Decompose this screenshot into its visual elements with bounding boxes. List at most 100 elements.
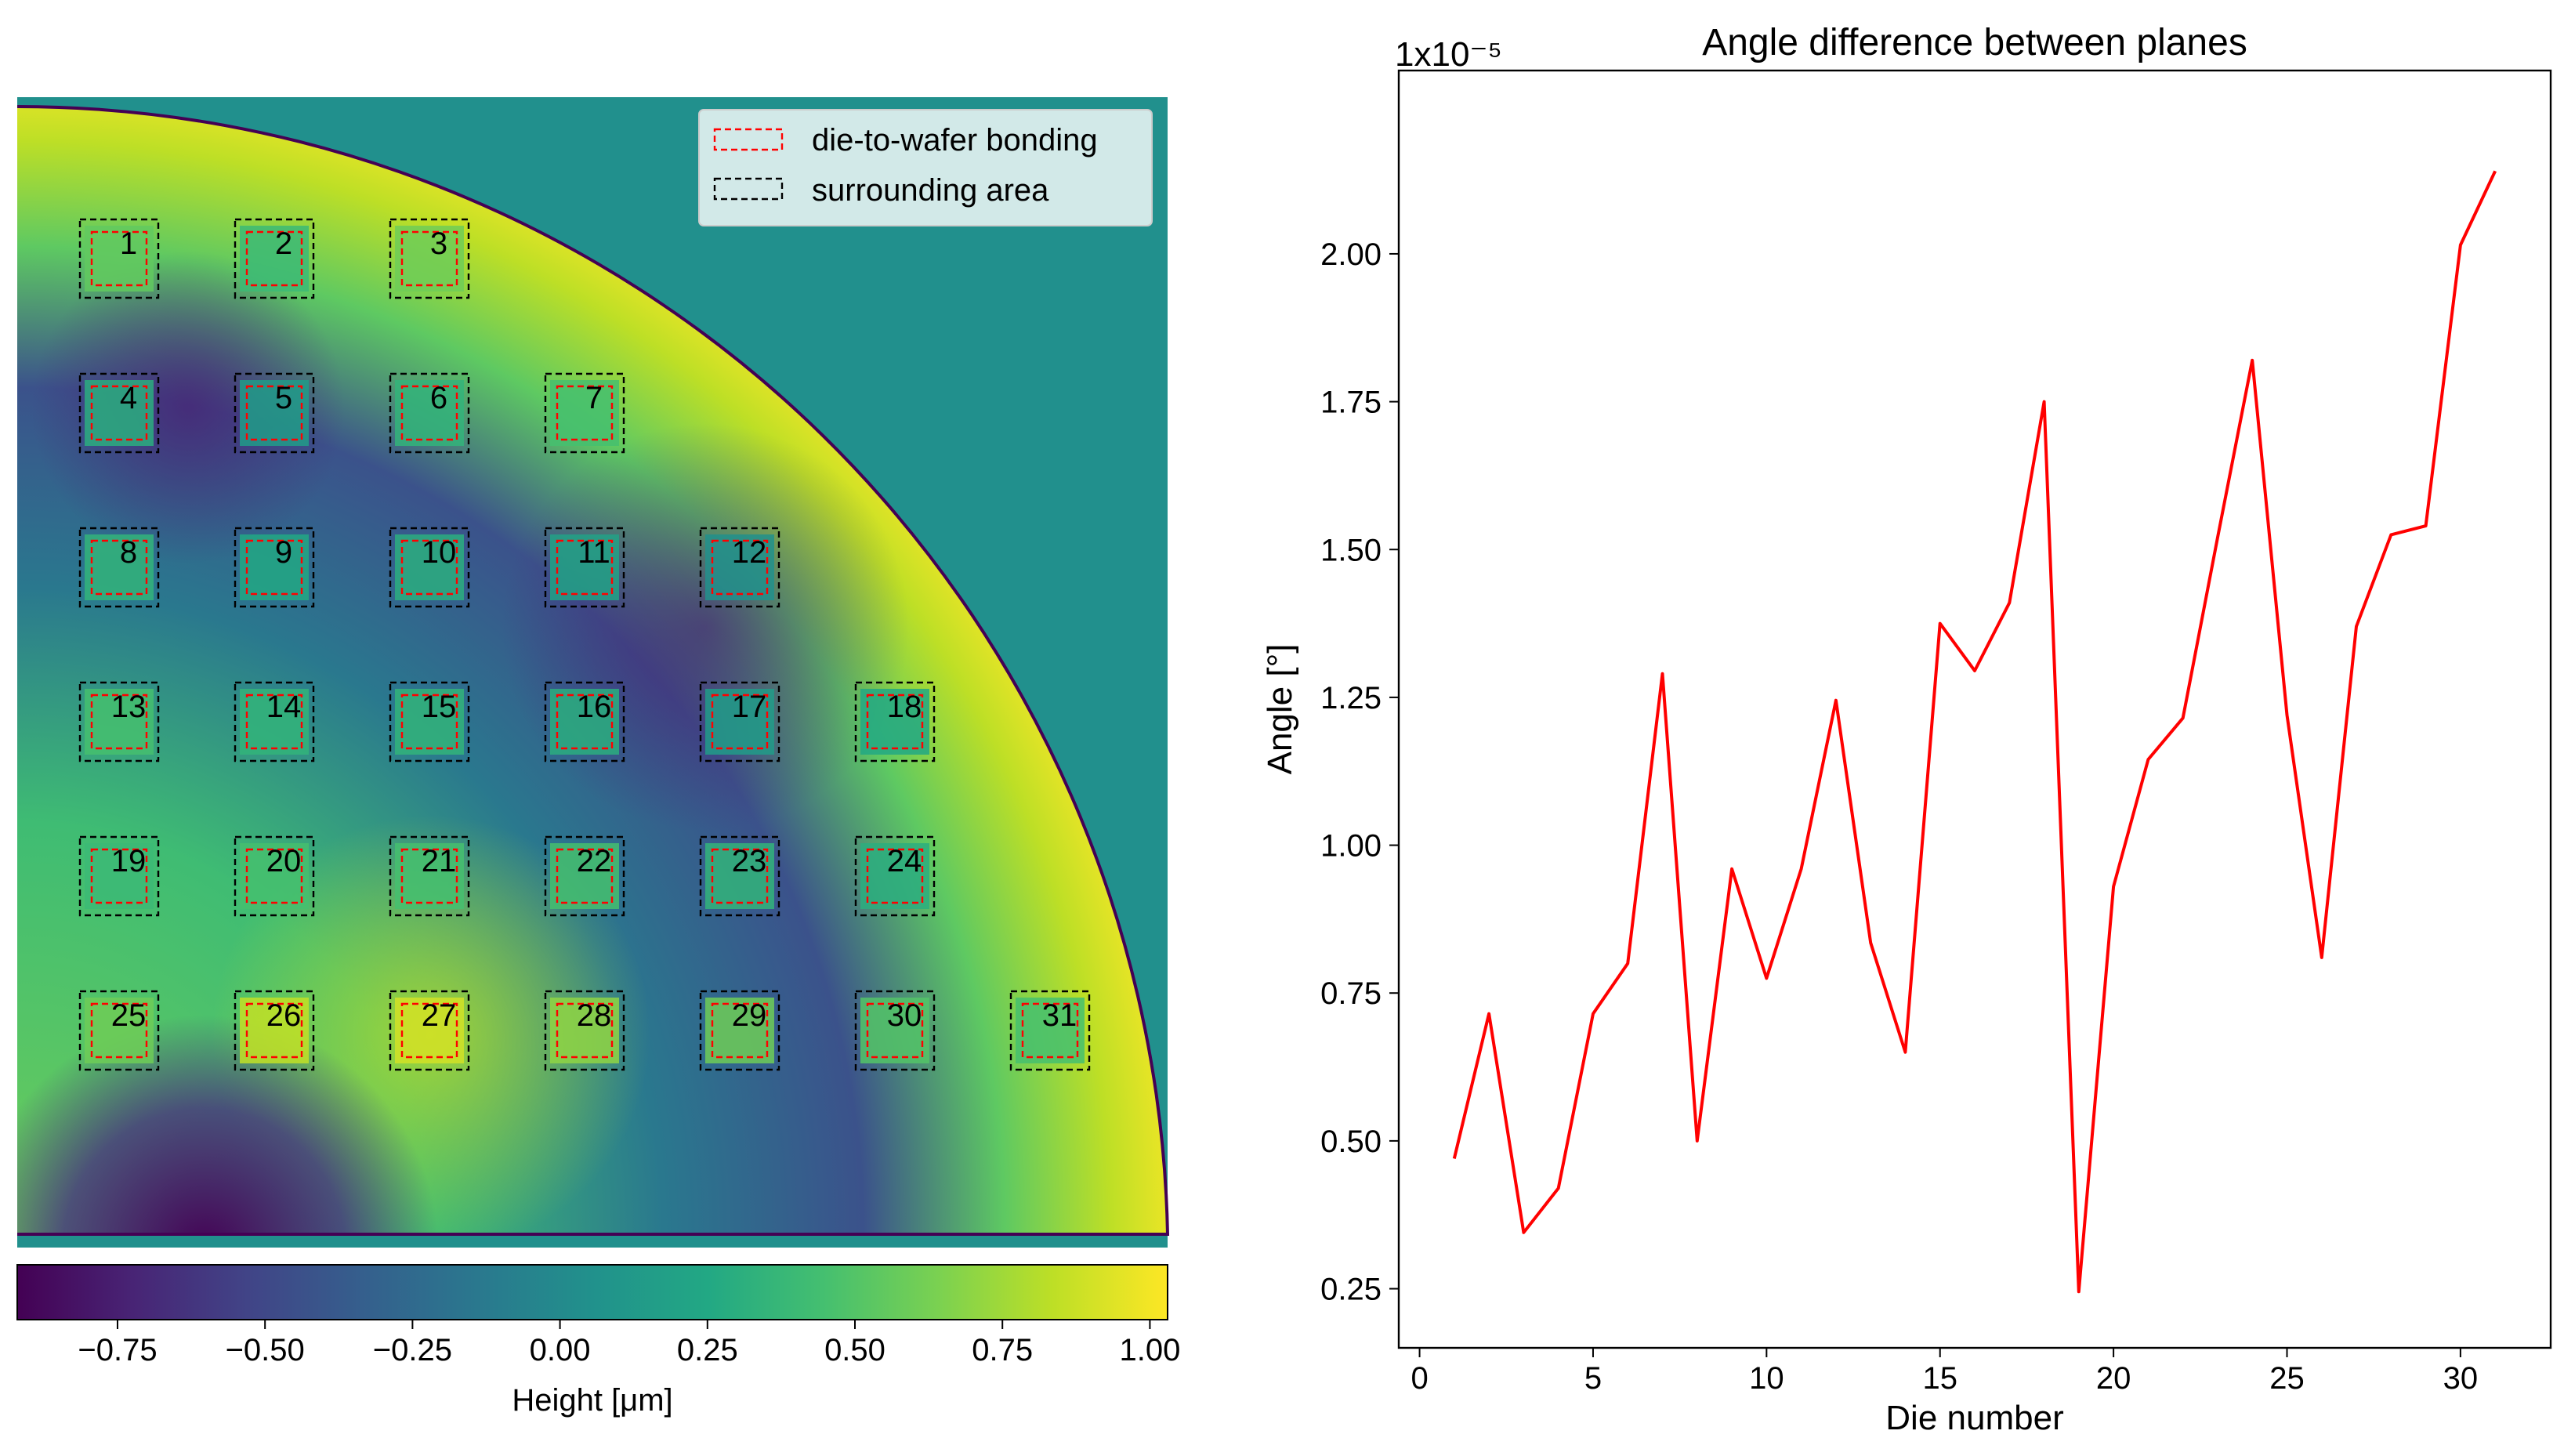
angle-line-chart: Angle difference between planes 1x10⁻⁵ 0…: [1261, 22, 2552, 1437]
die-label: 5: [275, 381, 292, 415]
legend-swatch-bonding: [713, 128, 784, 151]
y-tick-label: 0.75: [1320, 976, 1382, 1011]
die-bonding-box: [400, 385, 458, 441]
colorbar-tick-label: −0.75: [78, 1333, 157, 1367]
colorbar-tick-label: −0.25: [373, 1333, 452, 1367]
die-surrounding-box: [699, 835, 780, 917]
plot-area: [1397, 69, 2552, 1349]
die-bonding-box: [245, 539, 303, 596]
die-bonding-box: [245, 1002, 303, 1059]
die-fill: [705, 534, 774, 600]
die-label: 15: [422, 690, 457, 724]
legend-box: [698, 109, 1153, 226]
die-surrounding-box: [544, 527, 625, 608]
die-fill: [705, 843, 774, 909]
die-fill: [240, 689, 309, 755]
die-bonding-box: [711, 539, 769, 596]
die-label: 11: [578, 535, 610, 570]
die-bonding-box: [556, 1002, 614, 1059]
die-fill: [85, 998, 154, 1063]
die-label: 14: [266, 690, 302, 724]
die-surrounding-box: [389, 990, 470, 1071]
die-surrounding-box: [1009, 990, 1091, 1071]
wafer-edge: [16, 105, 1170, 1236]
die-label: 22: [577, 844, 612, 878]
die-label: 17: [732, 690, 767, 724]
die-bonding-box: [556, 848, 614, 904]
colorbar-tick-label: 0.75: [972, 1333, 1033, 1367]
die-label: 27: [422, 998, 457, 1033]
die-bonding-box: [400, 539, 458, 596]
y-tick-label: 0.25: [1320, 1273, 1382, 1307]
legend-label-bonding: die-to-wafer bonding: [812, 123, 1098, 158]
die-label: 19: [111, 844, 147, 878]
die-surrounding-box: [854, 835, 936, 917]
die-bonding-box: [556, 539, 614, 596]
die-fill: [395, 843, 464, 909]
die-label: 7: [585, 381, 603, 415]
y-axis-ticks: 0.25 0.50 0.75 1.00 1.25 1.50 1.75 2.00: [1320, 237, 1399, 1307]
die-bonding-box: [1021, 1002, 1079, 1059]
y-tick-label: 1.25: [1320, 681, 1382, 715]
die-fill: [705, 998, 774, 1063]
x-axis-label: Die number: [1885, 1399, 2063, 1437]
die-fill: [85, 534, 154, 600]
die-label: 26: [266, 998, 302, 1033]
die-bonding-box: [245, 694, 303, 750]
colorbar-tick-label: 0.00: [530, 1333, 591, 1367]
die-surrounding-box: [234, 527, 315, 608]
die-surrounding-box: [389, 681, 470, 762]
die-surrounding-box: [699, 681, 780, 762]
x-tick-label: 25: [2269, 1361, 2305, 1396]
die-surrounding-box: [544, 835, 625, 917]
die-surrounding-box: [389, 372, 470, 454]
die-label: 1: [120, 226, 137, 261]
die-fill: [1016, 998, 1085, 1063]
x-tick-label: 30: [2443, 1361, 2479, 1396]
die-surrounding-box: [234, 372, 315, 454]
y-tick-label: 1.50: [1320, 533, 1382, 567]
die-surrounding-box: [699, 990, 780, 1071]
die-surrounding-box: [234, 218, 315, 299]
die-fill: [395, 998, 464, 1063]
die-surrounding-box: [78, 527, 160, 608]
die-bonding-box: [400, 1002, 458, 1059]
die-surrounding-box: [234, 990, 315, 1071]
die-surrounding-box: [78, 835, 160, 917]
die-bonding-box: [400, 694, 458, 750]
die-bonding-box: [556, 385, 614, 441]
series-line-angle: [1452, 170, 2497, 1294]
die-bonding-box: [90, 385, 148, 441]
die-fill: [860, 843, 929, 909]
die-label: 30: [887, 998, 922, 1033]
die-label: 21: [422, 844, 457, 878]
die-fill: [705, 689, 774, 755]
legend: die-to-wafer bonding surrounding area: [698, 109, 1153, 226]
legend-label-surrounding: surrounding area: [812, 173, 1049, 208]
die-bonding-box: [245, 230, 303, 287]
die-label: 23: [732, 844, 767, 878]
die-fill: [395, 226, 464, 292]
die-label: 20: [266, 844, 302, 878]
die-label: 13: [111, 690, 147, 724]
die-fill: [395, 380, 464, 446]
die-bonding-box: [90, 694, 148, 750]
die-fill: [395, 534, 464, 600]
die-fill: [550, 380, 619, 446]
x-tick-label: 0: [1411, 1361, 1428, 1396]
colorbar-tick-label: 0.25: [677, 1333, 738, 1367]
die-label: 10: [422, 535, 457, 570]
die-bonding-box: [90, 848, 148, 904]
die-bonding-box: [245, 848, 303, 904]
die-bonding-box: [90, 1002, 148, 1059]
die-fill: [240, 998, 309, 1063]
die-bonding-box: [556, 694, 614, 750]
die-surrounding-box: [854, 681, 936, 762]
die-bonding-box: [711, 848, 769, 904]
colorbar-tick-label: 0.50: [824, 1333, 885, 1367]
die-label: 28: [577, 998, 612, 1033]
die-fill: [860, 689, 929, 755]
die-label: 29: [732, 998, 767, 1033]
die-fill: [85, 226, 154, 292]
